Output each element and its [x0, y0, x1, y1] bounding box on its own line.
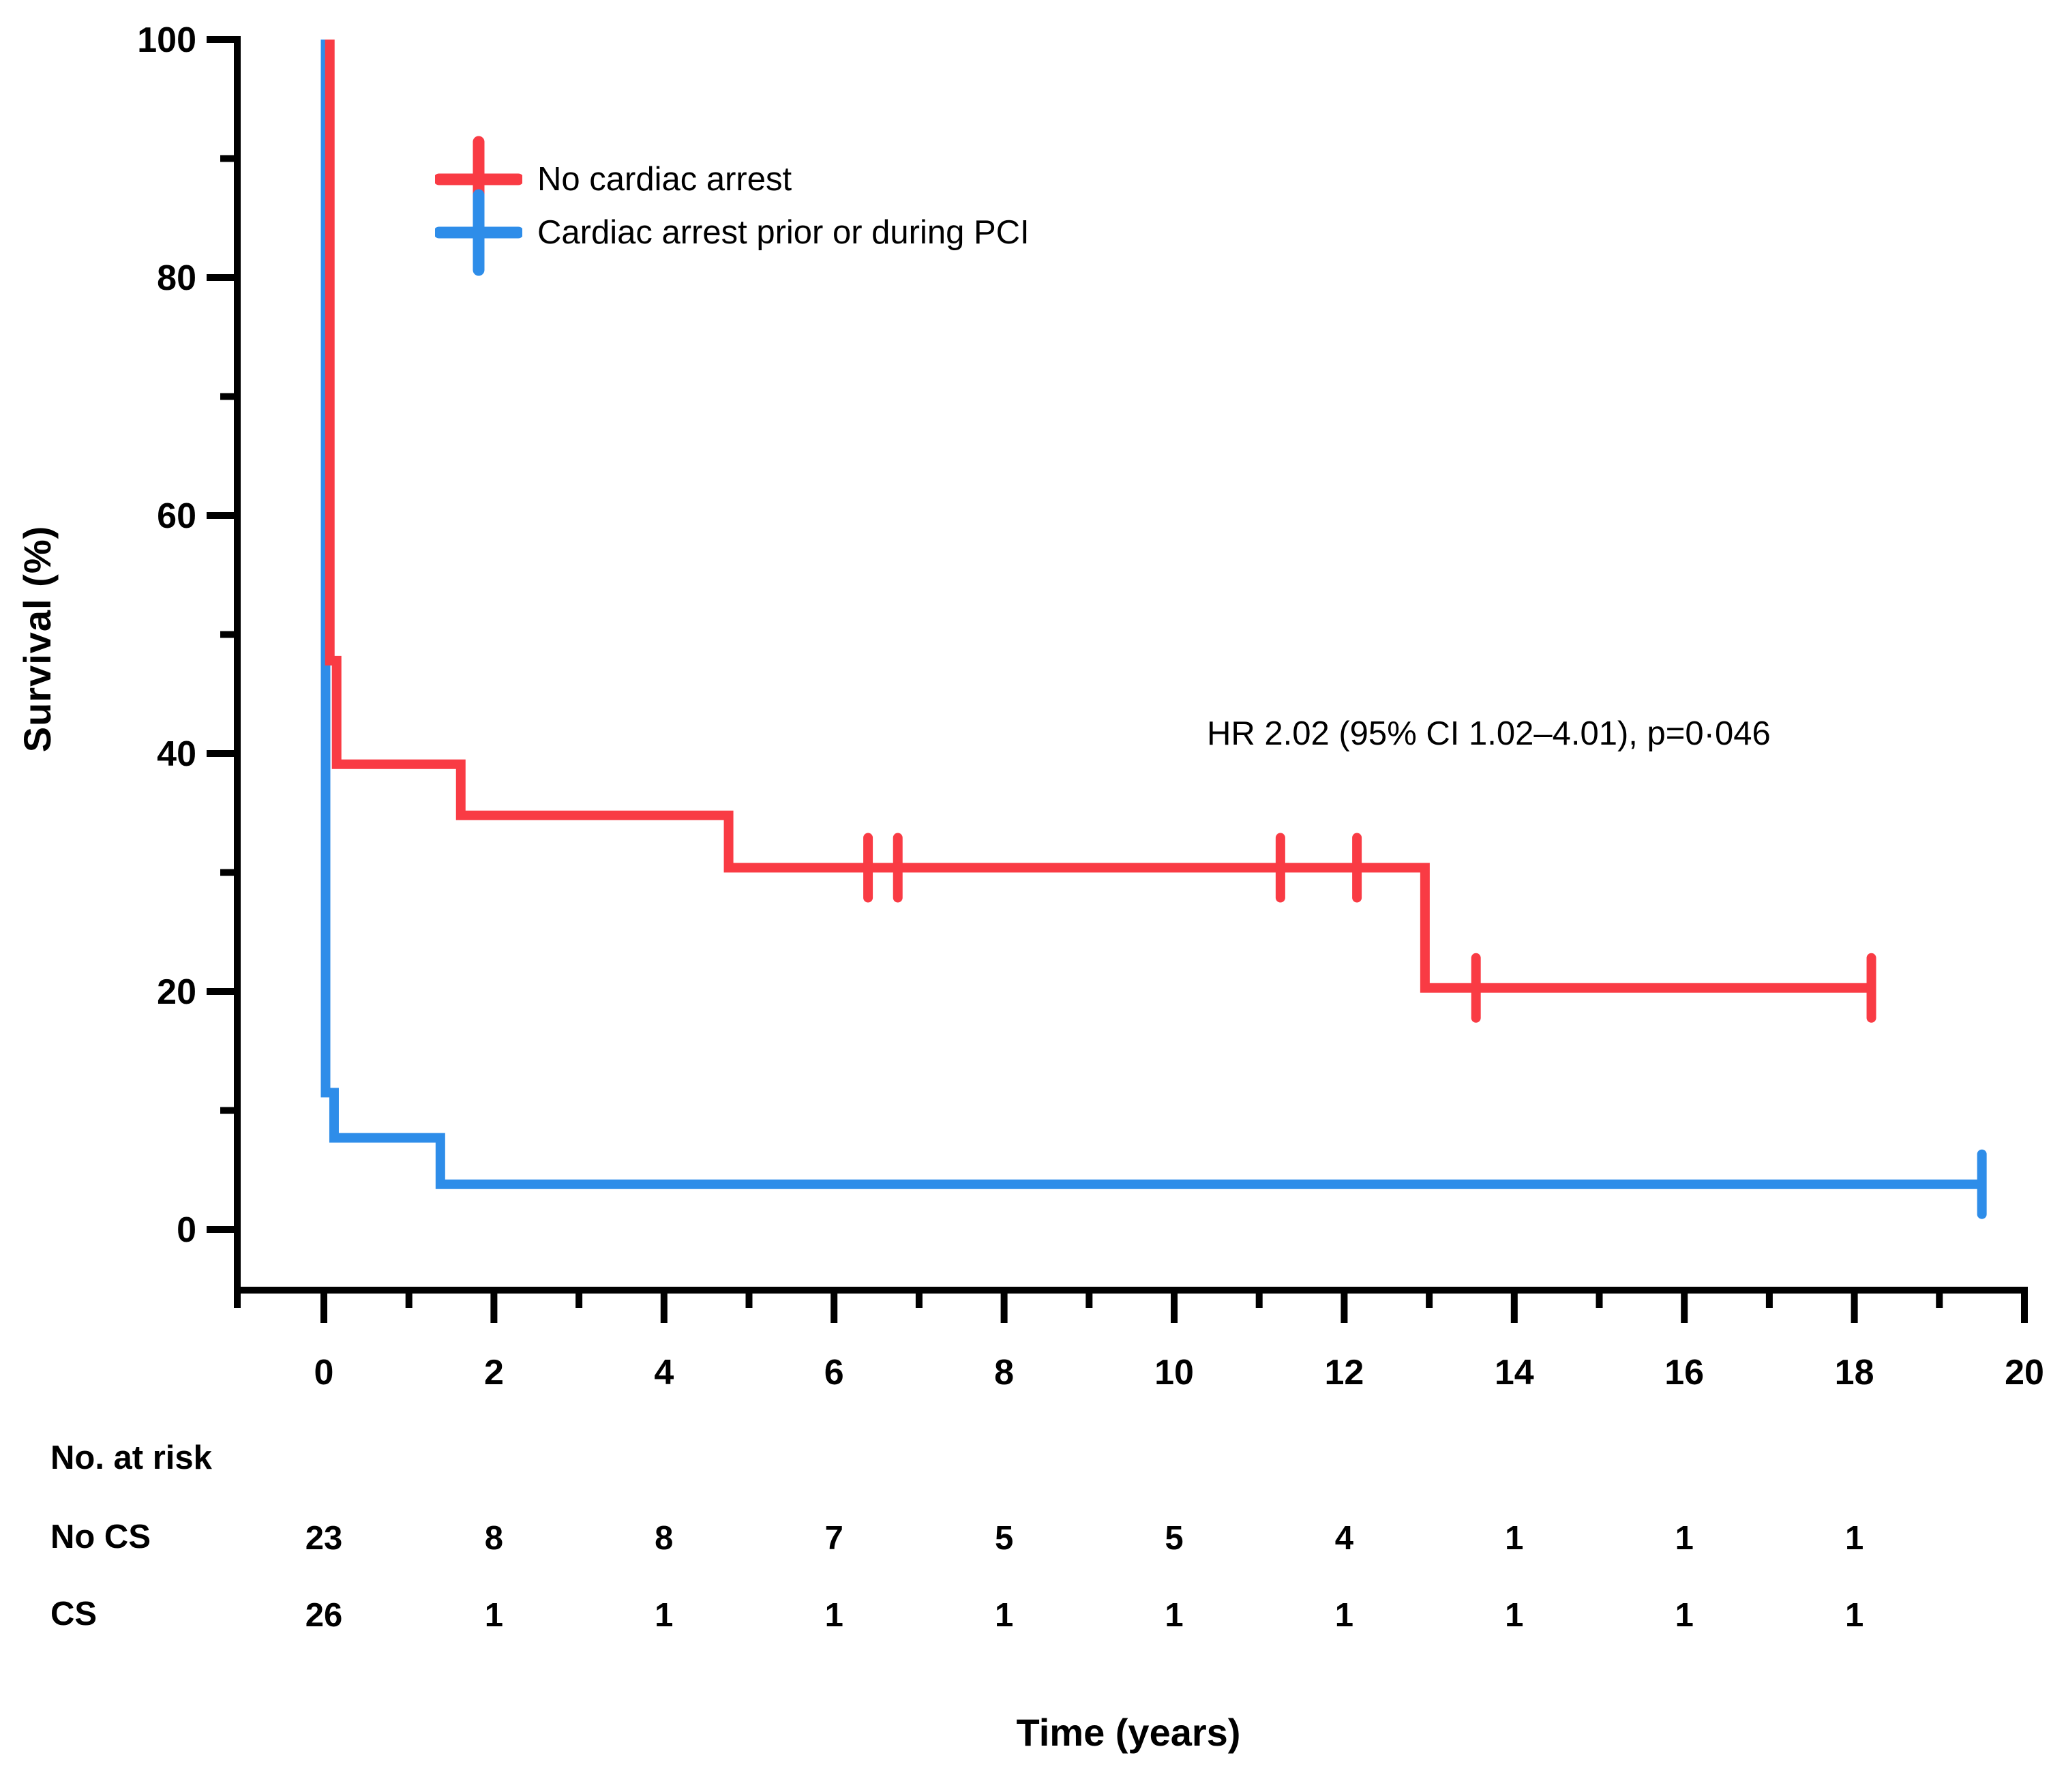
y-tick-label: 20: [157, 972, 196, 1012]
risk-value: 1: [1165, 1597, 1183, 1634]
risk-value: 1: [1675, 1520, 1694, 1557]
y-axis-title: Survival (%): [16, 525, 59, 753]
risk-value: 4: [1335, 1520, 1353, 1557]
risk-table-header: No. at risk: [50, 1439, 212, 1476]
survival-curves: [320, 40, 1987, 1219]
risk-value: 1: [1335, 1597, 1353, 1634]
risk-value: 1: [1845, 1597, 1863, 1634]
y-tick-label: 0: [177, 1210, 196, 1250]
risk-value: 1: [485, 1597, 503, 1634]
legend-item-cardiac-arrest: Cardiac arrest prior or during PCI: [435, 189, 1030, 276]
x-tick-label: 10: [1154, 1353, 1194, 1392]
plus-marker-icon: [435, 189, 522, 276]
y-tick-label: 80: [157, 258, 196, 298]
legend: No cardiac arrest Cardiac arrest prior o…: [435, 136, 1030, 276]
risk-value: 1: [1505, 1597, 1523, 1634]
legend-label: Cardiac arrest prior or during PCI: [537, 214, 1030, 251]
y-tick-label: 60: [157, 496, 196, 536]
survival-curve: [320, 40, 1986, 1189]
x-tick-label: 8: [994, 1353, 1014, 1392]
axes: 0 20 40 60 80 100 0 2 4 6 8 10 12 14 16 18 20: [137, 20, 2044, 1392]
risk-value: 23: [305, 1520, 343, 1557]
hr-annotation: HR 2.02 (95% CI 1.02–4.01), p=0·046: [1207, 715, 1771, 752]
y-tick-label: 40: [157, 734, 196, 774]
risk-value: 7: [825, 1520, 843, 1557]
x-tick-label: 18: [1835, 1353, 1874, 1392]
risk-table-values: 23 8 8 7 5 5 4 1 1 1 26 1 1 1 1 1 1 1 1 1: [305, 1520, 1863, 1634]
risk-value: 1: [1505, 1520, 1523, 1557]
risk-value: 8: [485, 1520, 503, 1557]
risk-value: 1: [655, 1597, 673, 1634]
x-tick-label: 2: [484, 1353, 504, 1392]
x-tick-label: 6: [824, 1353, 844, 1392]
legend-label: No cardiac arrest: [537, 161, 792, 198]
risk-value: 1: [825, 1597, 843, 1634]
risk-value: 1: [1675, 1597, 1694, 1634]
legend-item-no-cardiac-arrest: No cardiac arrest: [435, 136, 1030, 223]
x-tick-label: 16: [1664, 1353, 1704, 1392]
risk-value: 1: [995, 1597, 1013, 1634]
risk-value: 5: [1165, 1520, 1183, 1557]
risk-value: 5: [995, 1520, 1013, 1557]
y-tick-label: 100: [137, 20, 196, 60]
risk-value: 26: [305, 1597, 343, 1634]
survival-curve: [325, 40, 1872, 993]
x-tick-label: 4: [654, 1353, 674, 1392]
x-axis-title: Time (years): [1016, 1711, 1241, 1754]
risk-value: 1: [1845, 1520, 1863, 1557]
x-tick-label: 20: [2005, 1353, 2044, 1392]
x-tick-label: 0: [314, 1353, 334, 1392]
risk-row-label-no-cs: No CS: [50, 1519, 151, 1555]
x-tick-label: 12: [1324, 1353, 1364, 1392]
risk-value: 8: [655, 1520, 673, 1557]
risk-row-label-cs: CS: [50, 1596, 98, 1632]
x-tick-label: 14: [1495, 1353, 1534, 1392]
